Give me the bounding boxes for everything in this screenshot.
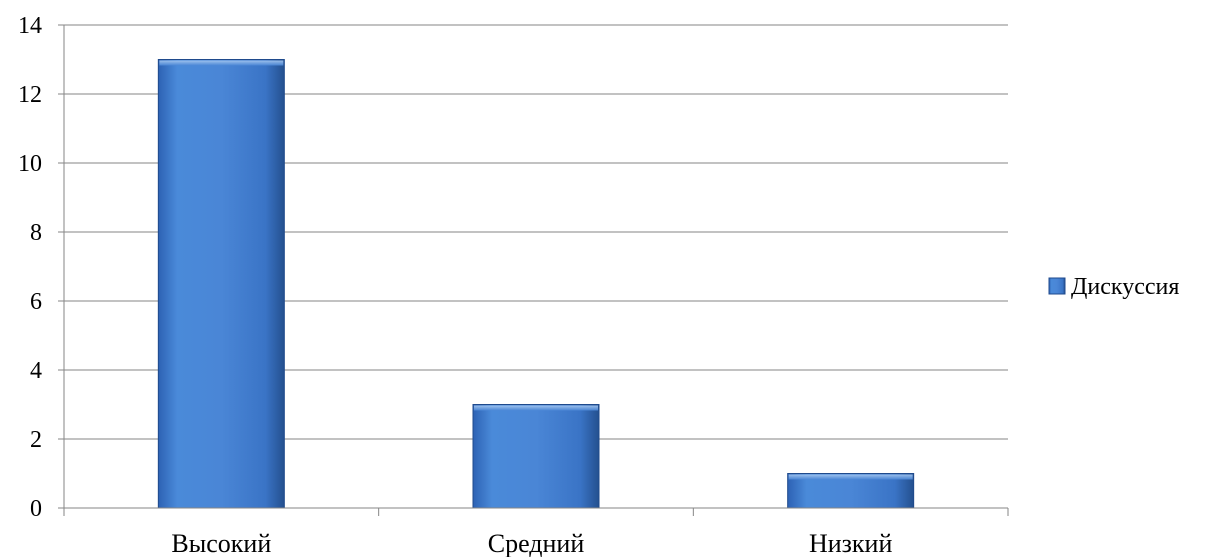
- x-category-label: Низкий: [809, 529, 893, 557]
- y-axis-tick-labels: 0 2 4 6 8 10 12 14: [18, 13, 42, 522]
- y-tick-label: 14: [18, 13, 42, 39]
- bar-top-highlight: [788, 474, 913, 480]
- legend-label: Дискуссия: [1071, 274, 1179, 300]
- y-tick-label: 8: [30, 220, 42, 246]
- bars: [157, 59, 915, 509]
- y-tick-label: 4: [30, 358, 42, 384]
- x-category-label: Высокий: [171, 529, 271, 557]
- bar-Средний: [472, 404, 600, 509]
- legend: Дискуссия: [1048, 274, 1179, 300]
- axes: [63, 25, 1009, 516]
- x-category-label: Средний: [488, 529, 585, 557]
- bar-Высокий: [157, 59, 285, 509]
- y-tick-label: 12: [18, 82, 42, 108]
- y-tick-label: 2: [30, 427, 42, 453]
- legend-swatch: [1048, 277, 1066, 295]
- bar-top-highlight: [159, 60, 284, 66]
- bar-top-highlight: [474, 405, 598, 411]
- y-tick-label: 0: [30, 496, 42, 522]
- y-tick-label: 6: [30, 289, 42, 315]
- x-axis-category-labels: Высокий Средний Низкий: [171, 529, 892, 557]
- y-tick-label: 10: [18, 151, 42, 177]
